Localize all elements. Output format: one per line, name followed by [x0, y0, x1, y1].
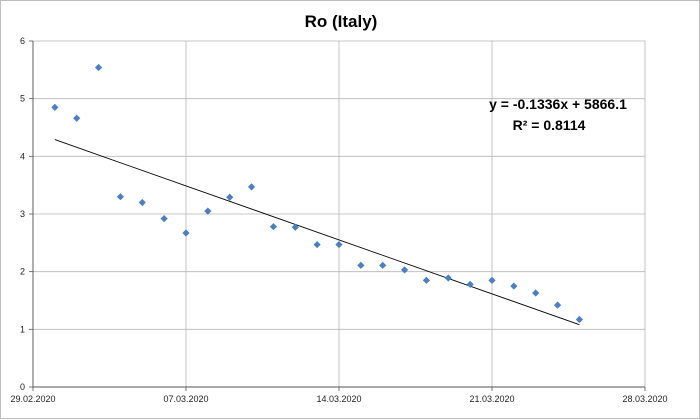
data-point [247, 183, 256, 191]
data-point [313, 240, 321, 249]
chart-title: Ro (Italy) [305, 12, 378, 31]
data-points [51, 63, 584, 324]
data-point [532, 289, 540, 297]
x-tick-labels: 29.02.2020 07.03.2020 14.03.2020 21.03.2020… [10, 394, 667, 404]
gridlines [32, 40, 646, 388]
data-point [575, 315, 584, 324]
data-point [553, 301, 562, 309]
x-tick-label: 07.03.2020 [163, 394, 208, 404]
data-point [182, 229, 190, 237]
data-point [357, 261, 365, 269]
y-tick-label: 1 [20, 324, 25, 334]
data-point [335, 240, 343, 249]
trendline [54, 139, 580, 326]
data-point [204, 207, 212, 215]
data-point [444, 274, 452, 282]
data-point [379, 261, 387, 269]
y-tick-label: 4 [20, 151, 25, 161]
data-point [269, 223, 278, 231]
data-point [226, 193, 234, 201]
x-tick-label: 28.03.2020 [622, 394, 667, 404]
y-tick-label: 6 [20, 36, 25, 46]
y-tick-label: 2 [20, 267, 25, 277]
r-squared-label: R² = 0.8114 [513, 117, 586, 133]
data-point [94, 63, 103, 72]
data-point [73, 114, 81, 122]
y-tick-label: 3 [20, 209, 25, 219]
data-point [510, 282, 518, 290]
y-tick-label: 5 [20, 94, 25, 104]
y-tick-labels: 0 1 2 3 4 5 6 [20, 36, 25, 392]
x-tick-label: 21.03.2020 [469, 394, 514, 404]
y-tick-label: 0 [20, 382, 25, 392]
data-point [291, 223, 299, 231]
data-point [400, 266, 409, 274]
x-tick-label: 29.02.2020 [10, 394, 55, 404]
x-tick-label: 14.03.2020 [316, 394, 361, 404]
data-point [160, 215, 168, 223]
trendline-equation: y = -0.1336x + 5866.1 [489, 96, 627, 112]
data-point [488, 276, 496, 284]
data-point [422, 276, 431, 284]
data-point [51, 103, 59, 111]
axes [29, 40, 646, 391]
data-point [116, 193, 125, 201]
data-point [466, 280, 474, 288]
data-point [138, 198, 146, 207]
